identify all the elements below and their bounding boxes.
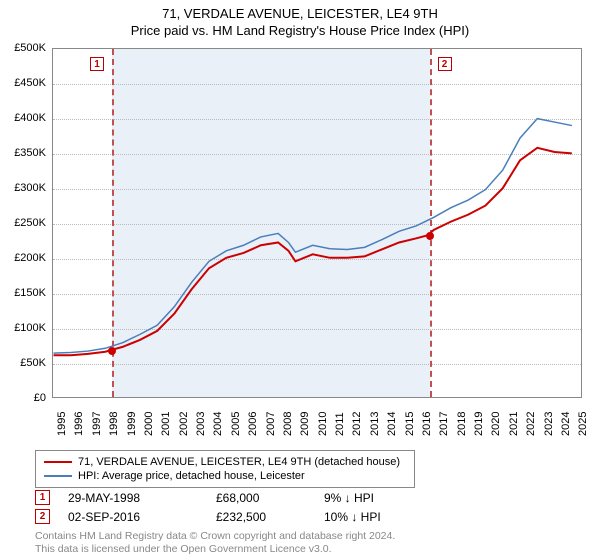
legend-label: 71, VERDALE AVENUE, LEICESTER, LE4 9TH (… <box>78 456 400 468</box>
sale-price: £232,500 <box>216 510 306 524</box>
x-tick: 2017 <box>438 412 444 436</box>
x-tick: 2018 <box>456 412 462 436</box>
x-tick: 2021 <box>508 412 514 436</box>
x-tick: 2005 <box>230 412 236 436</box>
sale-rel-hpi: 10% ↓ HPI <box>324 510 381 524</box>
sales-table: 1 29-MAY-1998 £68,000 9% ↓ HPI 2 02-SEP-2016 £… <box>35 488 575 526</box>
x-tick: 2024 <box>560 412 566 436</box>
sale-rel-hpi: 9% ↓ HPI <box>324 491 374 505</box>
x-tick: 2020 <box>490 412 496 436</box>
sale-dot <box>108 347 116 355</box>
credit-line-2: This data is licensed under the Open Gov… <box>35 543 395 556</box>
title-sub: Price paid vs. HM Land Registry's House … <box>0 23 600 38</box>
series-line <box>54 119 572 354</box>
x-tick: 2007 <box>265 412 271 436</box>
titles: 71, VERDALE AVENUE, LEICESTER, LE4 9TH P… <box>0 0 600 38</box>
x-tick: 2009 <box>299 412 305 436</box>
x-tick: 2022 <box>525 412 531 436</box>
y-tick: £300K <box>14 182 46 194</box>
x-tick: 1996 <box>73 412 79 436</box>
x-tick: 2001 <box>160 412 166 436</box>
sale-marker: 1 <box>35 490 50 505</box>
x-tick: 2004 <box>212 412 218 436</box>
y-tick: £200K <box>14 252 46 264</box>
x-axis-labels: 1995 1996 1997 1998 1999 2000 2001 2002 2003 2004… <box>52 400 582 450</box>
ref-marker-2: 2 <box>438 57 452 71</box>
legend-label: HPI: Average price, detached house, Leic… <box>78 470 305 482</box>
sale-date: 29-MAY-1998 <box>68 491 198 505</box>
x-tick: 2002 <box>178 412 184 436</box>
legend-item: 71, VERDALE AVENUE, LEICESTER, LE4 9TH (… <box>44 455 406 469</box>
x-tick: 2013 <box>369 412 375 436</box>
x-tick: 2025 <box>577 412 583 436</box>
y-tick: £250K <box>14 217 46 229</box>
y-tick: £500K <box>14 42 46 54</box>
x-tick: 2019 <box>473 412 479 436</box>
x-tick: 2003 <box>195 412 201 436</box>
credit: Contains HM Land Registry data © Crown c… <box>35 530 395 556</box>
y-tick: £450K <box>14 77 46 89</box>
x-tick: 2000 <box>143 412 149 436</box>
line-layer <box>53 49 581 397</box>
y-tick: £100K <box>14 322 46 334</box>
x-tick: 1998 <box>108 412 114 436</box>
ref-marker-1: 1 <box>90 57 104 71</box>
sale-row: 1 29-MAY-1998 £68,000 9% ↓ HPI <box>35 488 575 507</box>
title-address: 71, VERDALE AVENUE, LEICESTER, LE4 9TH <box>0 6 600 21</box>
sale-price: £68,000 <box>216 491 306 505</box>
x-tick: 2015 <box>404 412 410 436</box>
credit-line-1: Contains HM Land Registry data © Crown c… <box>35 530 395 543</box>
legend: 71, VERDALE AVENUE, LEICESTER, LE4 9TH (… <box>35 450 415 488</box>
y-tick: £150K <box>14 287 46 299</box>
y-tick: £400K <box>14 112 46 124</box>
chart-container: 71, VERDALE AVENUE, LEICESTER, LE4 9TH P… <box>0 0 600 560</box>
x-tick: 2012 <box>351 412 357 436</box>
x-tick: 2023 <box>543 412 549 436</box>
x-tick: 1999 <box>126 412 132 436</box>
x-tick: 2014 <box>386 412 392 436</box>
sale-date: 02-SEP-2016 <box>68 510 198 524</box>
plot-area: 12 <box>52 48 582 398</box>
sale-marker: 2 <box>35 509 50 524</box>
sale-row: 2 02-SEP-2016 £232,500 10% ↓ HPI <box>35 507 575 526</box>
x-tick: 2011 <box>334 412 340 436</box>
y-tick: £350K <box>14 147 46 159</box>
y-tick: £0 <box>34 392 46 404</box>
sale-dot <box>426 232 434 240</box>
x-tick: 2008 <box>282 412 288 436</box>
x-tick: 1997 <box>91 412 97 436</box>
y-axis-labels: £0£50K£100K£150K£200K£250K£300K£350K£400… <box>0 48 50 398</box>
x-tick: 2016 <box>421 412 427 436</box>
legend-swatch <box>44 475 72 477</box>
x-tick: 2006 <box>247 412 253 436</box>
y-tick: £50K <box>20 357 46 369</box>
legend-item: HPI: Average price, detached house, Leic… <box>44 469 406 483</box>
legend-swatch <box>44 461 72 463</box>
x-tick: 1995 <box>56 412 62 436</box>
x-tick: 2010 <box>317 412 323 436</box>
